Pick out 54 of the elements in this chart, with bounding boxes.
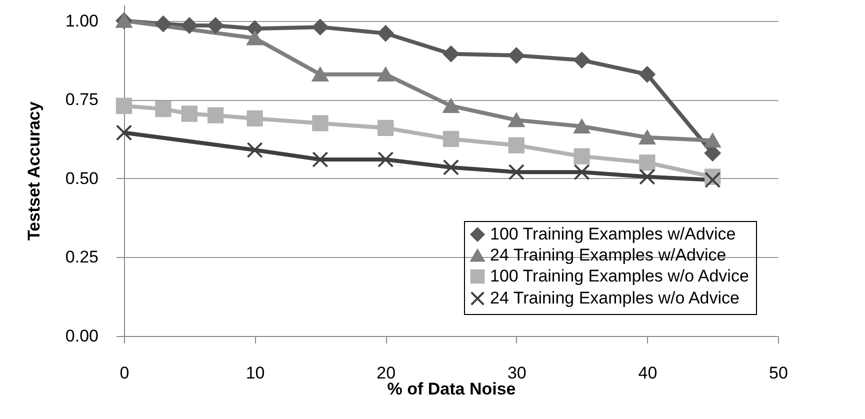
point <box>442 46 460 62</box>
y-tick-label: 0.50 <box>65 168 98 188</box>
point <box>378 25 394 42</box>
point <box>442 98 460 113</box>
point <box>246 30 263 46</box>
point <box>574 52 590 68</box>
point <box>116 98 132 114</box>
point <box>116 124 132 141</box>
x-tick-label: 50 <box>769 364 788 382</box>
x-tick-label: 30 <box>507 364 526 382</box>
point <box>312 115 328 132</box>
y-tick-label: 1.00 <box>65 11 98 30</box>
x-tick-label: 40 <box>638 364 658 382</box>
point <box>207 107 224 124</box>
point <box>246 110 263 127</box>
point <box>378 67 394 82</box>
y-tick-label: 0.00 <box>65 326 98 346</box>
x-axis-title: % of Data Noise <box>387 380 516 398</box>
legend-label: 100 Training Examples w/Advice <box>490 224 736 244</box>
point <box>312 67 328 82</box>
point <box>155 16 172 32</box>
point <box>639 130 656 145</box>
y-axis-title: Testset Accuracy <box>24 101 44 240</box>
legend-label: 24 Training Examples w/Advice <box>490 246 726 264</box>
point <box>508 137 524 154</box>
x-tick-label: 20 <box>376 364 396 382</box>
point <box>508 164 524 180</box>
y-tick-label: 0.25 <box>65 248 98 267</box>
point <box>508 47 524 64</box>
point <box>312 151 328 168</box>
x-tick-label: 0 <box>120 364 130 382</box>
point <box>639 154 656 171</box>
point <box>442 130 460 148</box>
point <box>378 151 394 168</box>
x-tick-label: 10 <box>246 364 265 382</box>
point <box>442 159 460 176</box>
y-tick-label: 0.75 <box>65 90 98 110</box>
point <box>574 119 590 134</box>
point <box>312 18 328 36</box>
point <box>207 17 224 34</box>
point <box>704 172 721 188</box>
point <box>639 168 656 185</box>
point <box>181 17 198 34</box>
point <box>181 106 198 122</box>
point <box>508 112 524 128</box>
legend-label: 24 Training Examples w/o Advice <box>490 288 740 308</box>
point <box>155 100 172 118</box>
point <box>378 120 394 136</box>
point <box>574 164 590 180</box>
point <box>704 133 721 148</box>
point <box>574 148 590 164</box>
point <box>246 142 263 158</box>
point <box>639 66 656 82</box>
legend-label: 100 Training Examples w/o Advice <box>490 266 749 286</box>
